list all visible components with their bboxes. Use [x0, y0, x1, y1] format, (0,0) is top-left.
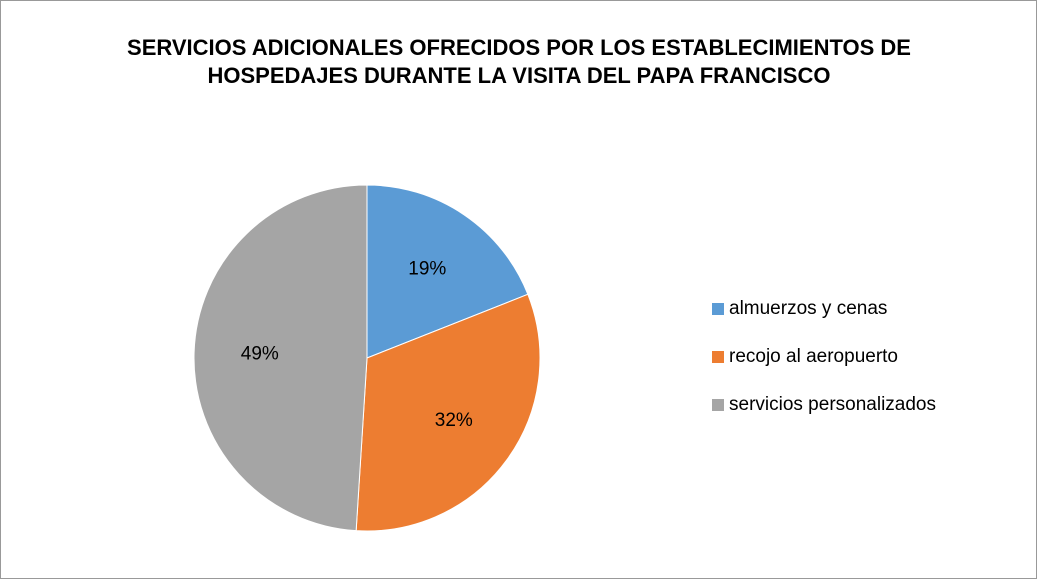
pie-slice — [355, 293, 541, 532]
title-box: SERVICIOS ADICIONALES OFRECIDOS POR LOS … — [0, 34, 1038, 90]
data-label: 32% — [435, 410, 473, 431]
data-label: 19% — [408, 258, 446, 279]
chart-title: SERVICIOS ADICIONALES OFRECIDOS POR LOS … — [127, 35, 911, 88]
legend-label: servicios personalizados — [729, 394, 936, 415]
legend-swatch — [712, 303, 724, 315]
legend-swatch — [712, 399, 724, 411]
legend-label: almuerzos y cenas — [729, 298, 887, 319]
legend-label: recojo al aeropuerto — [729, 346, 898, 367]
legend-swatch — [712, 351, 724, 363]
pie-slice — [366, 184, 529, 359]
pie-slice — [193, 184, 368, 532]
data-label: 49% — [241, 344, 279, 365]
